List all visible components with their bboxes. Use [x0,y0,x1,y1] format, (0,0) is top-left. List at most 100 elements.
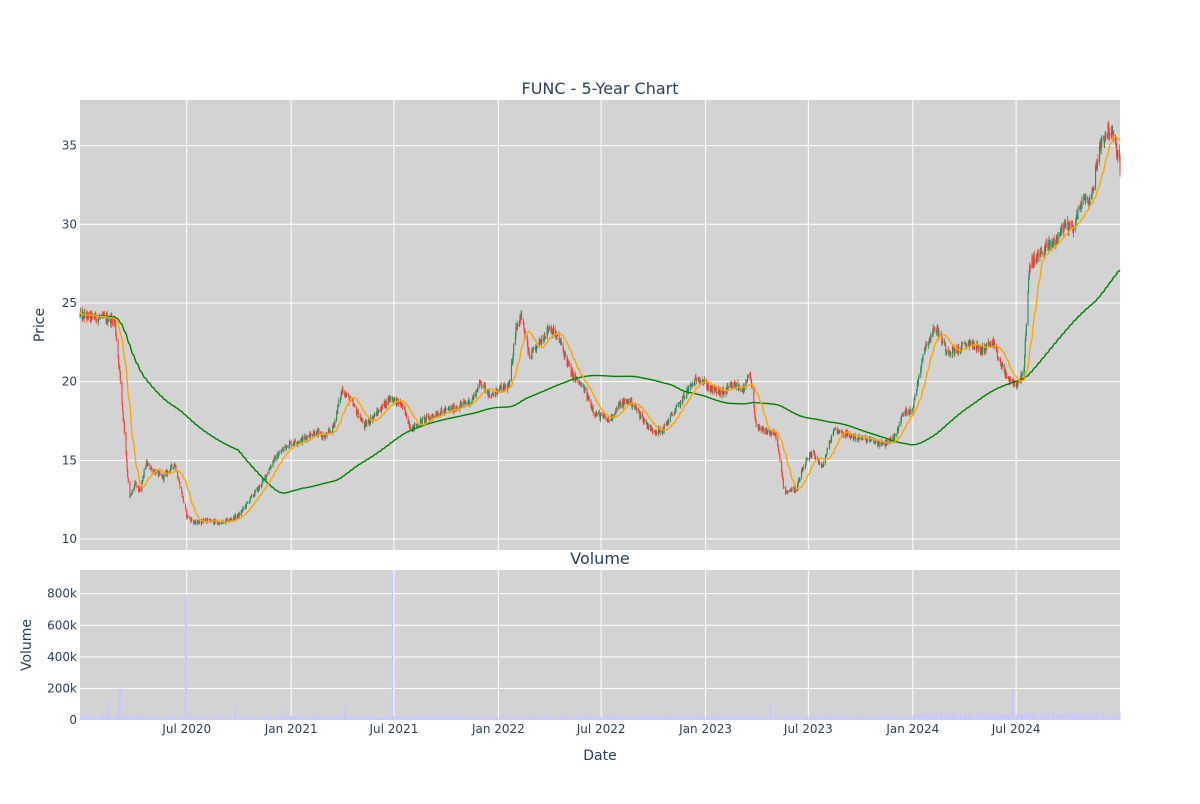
candle-body [443,411,445,414]
candle-body [190,518,192,522]
volume-bar [683,717,686,720]
candle-body [301,437,303,443]
candle-body [695,377,697,379]
candle-body [606,419,608,421]
candle-body [1043,248,1046,254]
candle-body [213,523,215,525]
candle-body [189,517,191,519]
volume-bar [729,715,732,720]
volume-bar [763,718,765,720]
candle-body [821,465,824,467]
candle-body [953,347,955,355]
volume-bar [270,716,272,720]
candle-body [484,384,486,391]
candle-body [380,409,382,412]
candle-body [660,428,662,433]
volume-bar [572,718,574,720]
candle-body [592,407,594,413]
candle-body [429,417,431,418]
candle-body [778,449,780,453]
candle-body [1068,222,1071,230]
candle-body [278,453,280,457]
candle-body [631,406,633,408]
candle-body [727,386,729,388]
volume-bar [150,716,153,720]
volume-bar [864,716,866,720]
candle-body [361,419,363,421]
candle-body [419,425,421,426]
candle-body [990,341,992,347]
candle-body [579,382,581,385]
candle-body [1036,255,1038,261]
candle-body [129,495,132,497]
candle-body [754,417,757,420]
candle-body [832,432,834,436]
candle-body [795,486,797,492]
candle-body [522,319,524,324]
candle-body [829,440,831,443]
candle-body [888,441,890,442]
candle-body [970,341,972,345]
volume-bar [590,716,593,720]
volume-bar [453,718,455,720]
volume-bar [668,717,670,720]
volume-bar [739,718,741,720]
candle-body [1043,253,1045,255]
candle-body [421,419,423,424]
candle-body [892,435,895,441]
volume-chart-title: Volume [570,549,630,568]
candle-body [1092,187,1094,192]
candle-body [689,385,691,388]
candle-body [901,414,903,417]
candle-body [948,351,950,354]
candle-body [799,477,801,482]
price-gridlines [80,100,1120,550]
candle-body [670,412,673,414]
candle-body [415,424,417,427]
candle-body [918,374,920,378]
candle-body [758,426,761,428]
volume-bar [710,716,712,720]
candle-body [773,431,775,435]
candle-body [647,425,649,428]
candle-body [481,385,483,387]
moving-average-lines [79,135,1121,523]
volume-bar [532,715,534,720]
candle-body [207,519,209,521]
candle-body [884,441,887,447]
candle-body [372,415,375,418]
x-tick-label: Jul 2023 [783,722,833,736]
candle-body [174,464,176,466]
candle-body [494,392,497,396]
candle-body [1084,196,1086,201]
volume-bar [266,716,268,720]
volume-bar [421,716,423,720]
volume-bar [540,717,543,720]
volume-bar [703,716,705,720]
candle-body [253,495,255,497]
candle-body [397,401,400,405]
volume-bar [481,718,483,720]
candle-body [511,362,513,365]
candle-body [770,433,772,435]
candle-body [917,382,919,384]
candle-body [417,424,419,427]
candle-body [624,401,626,403]
candle-body [771,432,773,435]
volume-bar [787,716,789,720]
candle-body [1071,221,1073,225]
candle-body [833,428,836,430]
candle-body [114,320,116,325]
candle-body [980,347,982,354]
candle-body [456,408,459,409]
candle-body [122,403,124,410]
volume-bar [910,716,912,720]
volume-bar [815,716,817,720]
candle-body [1083,197,1085,200]
candle-body [439,415,441,416]
candle-body [674,411,676,415]
candle-body [399,401,401,405]
candle-body [754,413,756,418]
candle-body [1060,225,1063,231]
candle-body [790,489,792,492]
